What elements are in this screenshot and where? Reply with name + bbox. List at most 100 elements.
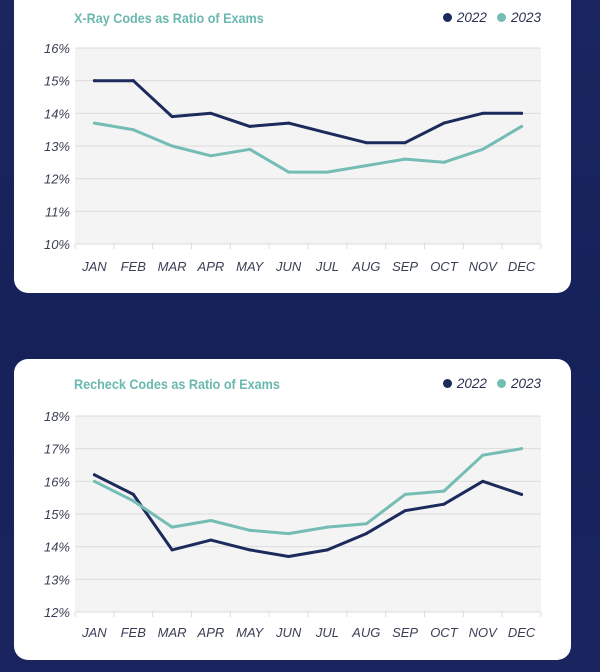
data-point-2022 (481, 111, 485, 115)
data-point-2023 (248, 147, 252, 151)
x-tick-label: NOV (469, 625, 499, 640)
data-point-2022 (209, 111, 213, 115)
xray-line-chart: 10% 11% 12% 13% 14% 15% 16% JAN FEB MAR APR MAY JUN J… (44, 41, 542, 274)
x-tick-label: APR (197, 625, 225, 640)
x-tick-label: JUN (275, 625, 302, 640)
x-tick-label: OCT (430, 625, 459, 640)
x-tick-label: DEC (508, 259, 536, 274)
x-tick-label: SEP (392, 625, 418, 640)
series-line-2023 (92, 447, 524, 536)
data-point-2023 (481, 453, 485, 457)
recheck-line-chart: 12% 13% 14% 15% 16% 17% 18% JAN FEB MAR APR MAY JUN J… (44, 409, 542, 640)
data-point-2023 (403, 157, 407, 161)
data-point-2023 (325, 170, 329, 174)
x-tick-label: JUL (315, 625, 339, 640)
legend-label-2022: 2022 (456, 376, 487, 391)
data-point-2022 (364, 532, 368, 536)
data-point-2022 (248, 548, 252, 552)
y-tick-label: 16% (44, 474, 70, 489)
data-point-2023 (209, 154, 213, 158)
data-point-2022 (170, 115, 174, 119)
x-tick-label: MAR (158, 259, 187, 274)
data-point-2023 (325, 525, 329, 529)
x-tick-label: JAN (81, 625, 107, 640)
data-point-2023 (481, 147, 485, 151)
x-tick-label: NOV (469, 259, 499, 274)
recheck-chart-card: Recheck Codes as Ratio of Exams 2022 202… (14, 359, 571, 660)
data-point-2023 (131, 499, 135, 503)
data-point-2023 (248, 528, 252, 532)
series-line-2023 (92, 121, 524, 174)
x-tick-label: AUG (351, 625, 380, 640)
data-point-2022 (442, 121, 446, 125)
chart-title: Recheck Codes as Ratio of Exams (74, 376, 280, 392)
data-point-2022 (403, 509, 407, 513)
data-point-2022 (248, 124, 252, 128)
y-tick-label: 14% (44, 540, 70, 555)
y-tick-label: 15% (44, 507, 70, 522)
x-tick-label: SEP (392, 259, 418, 274)
x-tick-label: DEC (508, 625, 536, 640)
legend-dot-2023 (496, 13, 506, 22)
data-point-2023 (364, 164, 368, 168)
y-tick-label: 12% (44, 605, 70, 620)
chart-legend: 2022 2023 (442, 10, 541, 25)
data-point-2022 (92, 473, 96, 477)
data-point-2022 (287, 554, 291, 558)
x-tick-label: MAR (158, 625, 187, 640)
x-tick-label: MAY (236, 259, 265, 274)
legend-label-2023: 2023 (510, 376, 541, 391)
data-point-2022 (442, 502, 446, 506)
data-point-2023 (442, 489, 446, 493)
x-tick-label: FEB (121, 259, 147, 274)
data-point-2022 (287, 121, 291, 125)
data-point-2023 (131, 128, 135, 132)
data-point-2023 (442, 160, 446, 164)
data-point-2023 (364, 522, 368, 526)
y-tick-label: 17% (44, 442, 70, 457)
series-line-2022 (92, 473, 524, 558)
x-tick-label: JAN (81, 259, 107, 274)
x-tick-label: JUN (275, 259, 302, 274)
legend-dot-2022 (442, 13, 452, 22)
x-tick-label: APR (197, 259, 225, 274)
data-point-2022 (209, 538, 213, 542)
data-point-2022 (520, 492, 524, 496)
y-tick-label: 13% (44, 139, 70, 154)
data-point-2022 (92, 79, 96, 83)
data-point-2022 (481, 479, 485, 483)
data-point-2023 (287, 532, 291, 536)
legend-item-2023: 2023 (496, 376, 541, 391)
y-tick-label: 13% (44, 572, 70, 587)
data-point-2022 (403, 141, 407, 145)
legend-label-2022: 2022 (456, 10, 487, 25)
chart-legend: 2022 2023 (442, 376, 541, 391)
data-point-2023 (170, 525, 174, 529)
data-point-2022 (170, 548, 174, 552)
legend-item-2022: 2022 (442, 10, 487, 25)
legend-item-2022: 2022 (442, 376, 487, 391)
x-tick-label: FEB (121, 625, 147, 640)
x-tick-label: OCT (430, 259, 459, 274)
data-point-2022 (520, 111, 524, 115)
data-point-2022 (325, 131, 329, 135)
data-point-2023 (92, 479, 96, 483)
y-tick-label: 14% (44, 106, 70, 121)
chart-title: X-Ray Codes as Ratio of Exams (74, 10, 264, 26)
legend-dot-2022 (442, 379, 452, 388)
x-tick-label: JUL (315, 259, 339, 274)
series-line-2022 (92, 79, 524, 145)
x-tick-label: AUG (351, 259, 380, 274)
data-point-2022 (364, 141, 368, 145)
y-tick-label: 10% (44, 237, 70, 252)
legend-dot-2023 (496, 379, 506, 388)
y-tick-label: 11% (45, 204, 70, 219)
data-point-2023 (520, 124, 524, 128)
data-point-2023 (170, 144, 174, 148)
data-point-2023 (403, 492, 407, 496)
data-point-2023 (520, 447, 524, 451)
legend-item-2023: 2023 (496, 10, 541, 25)
x-tick-label: MAY (236, 625, 265, 640)
y-tick-label: 12% (44, 172, 70, 187)
data-point-2023 (92, 121, 96, 125)
